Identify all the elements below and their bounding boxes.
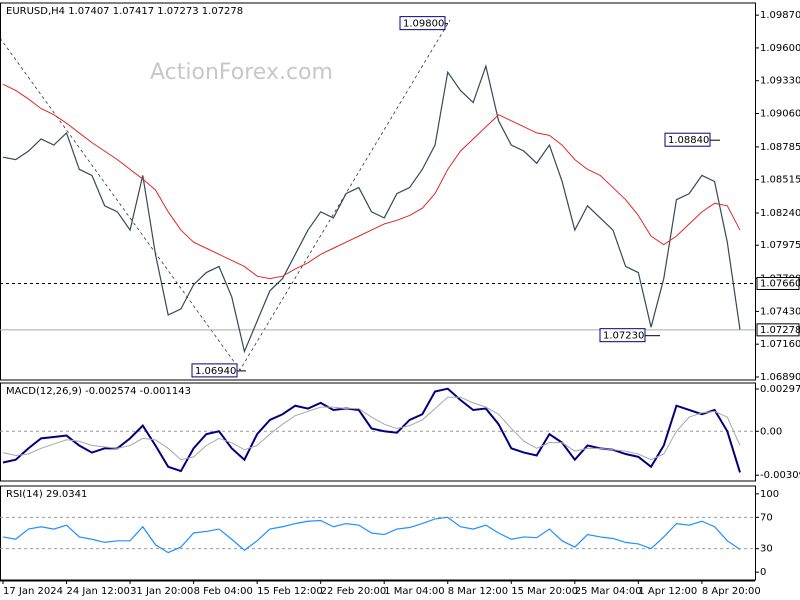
y-tick-label: 1.09060: [760, 108, 800, 119]
x-tick-label: 15 Feb 12:00: [257, 586, 323, 597]
annotation-box: [664, 132, 711, 147]
panel-title: EURUSD,H4 1.07407 1.07417 1.07273 1.0727…: [6, 6, 243, 17]
y-tick-label: 1.08240: [760, 208, 800, 219]
y-tick-label: 100: [760, 489, 779, 500]
annotation-label: 1.08840: [668, 135, 709, 146]
y-tick-label: 1.06890: [760, 372, 800, 383]
level-label-box: [756, 323, 800, 337]
series-line: [2, 396, 741, 461]
y-tick-label: 0: [760, 567, 766, 578]
y-tick-label: 30: [760, 544, 773, 555]
panel-frame: [0, 382, 756, 482]
series-line: [2, 516, 741, 554]
x-tick-label: 8 Feb 04:00: [194, 586, 253, 597]
annotation-box: [399, 16, 446, 31]
annotation-label: 1.09800: [403, 19, 444, 30]
y-tick-label: 1.09600: [760, 43, 800, 54]
x-tick-label: 24 Jan 12:00: [67, 586, 130, 597]
x-tick-label: 25 Mar 04:00: [575, 586, 642, 597]
series-line: [2, 387, 741, 473]
panel-title: RSI(14) 29.0341: [6, 489, 87, 500]
y-tick-label: 0.00: [760, 426, 782, 437]
y-tick-label: -0.003093: [760, 470, 800, 481]
y-tick-label: 1.07160: [760, 339, 800, 350]
x-tick-label: 17 Jan 2024: [3, 586, 63, 597]
y-tick-label: 1.07430: [760, 306, 800, 317]
x-tick-label: 31 Jan 20:00: [130, 586, 193, 597]
annotation-label: 1.07230: [603, 331, 644, 342]
panel-title: MACD(12,26,9) -0.002574 -0.001143: [6, 386, 191, 397]
y-tick-label: 1.08785: [760, 142, 800, 153]
y-tick-label: 1.08515: [760, 175, 800, 186]
annotation-box: [191, 363, 238, 378]
y-tick-label: 1.07975: [760, 240, 800, 251]
x-tick-label: 1 Mar 04:00: [384, 586, 444, 597]
level-label: 1.07278: [760, 325, 800, 336]
watermark: ActionForex.com: [150, 60, 333, 85]
x-tick-label: 1 Apr 12:00: [638, 586, 697, 597]
annotation-box: [599, 328, 646, 343]
trend-line: [0, 19, 451, 371]
x-tick-label: 8 Mar 12:00: [448, 586, 508, 597]
series-line: [2, 63, 741, 354]
panel-frame: [0, 485, 756, 581]
y-tick-label: 1.09870: [760, 10, 800, 21]
level-label-box: [756, 276, 800, 290]
x-tick-label: 15 Mar 20:00: [511, 586, 578, 597]
series-line: [2, 83, 741, 280]
level-label: 1.07660: [760, 278, 800, 289]
panel-frame: [0, 2, 756, 381]
annotation-label: 1.06940: [195, 366, 236, 377]
y-tick-label: 0.002979: [760, 384, 800, 395]
y-tick-label: 1.09330: [760, 76, 800, 87]
x-tick-label: 22 Feb 20:00: [321, 586, 387, 597]
y-tick-label: 70: [760, 512, 773, 523]
x-tick-label: 8 Apr 20:00: [702, 586, 761, 597]
